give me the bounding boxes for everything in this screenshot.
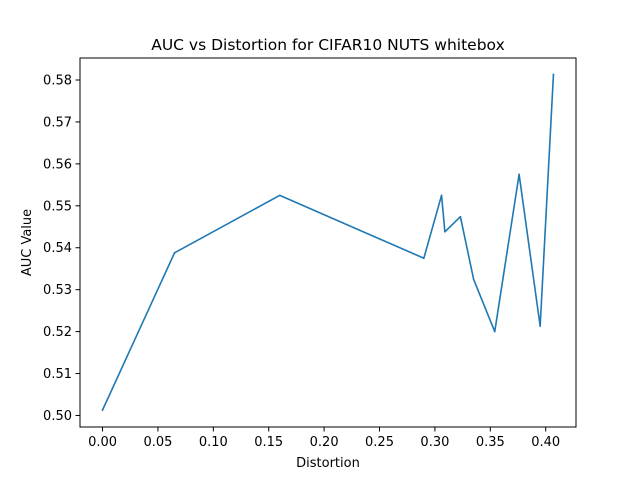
data-point: [472, 278, 475, 281]
chart-title: AUC vs Distortion for CIFAR10 NUTS white…: [151, 36, 505, 54]
data-point: [440, 194, 443, 197]
x-tick-label: 0.30: [420, 435, 449, 450]
x-tick-label: 0.35: [476, 435, 505, 450]
y-tick-label: 0.57: [43, 115, 72, 130]
y-tick-label: 0.51: [43, 367, 72, 382]
data-point: [539, 325, 541, 327]
y-tick-label: 0.52: [43, 325, 72, 340]
x-tick-label: 0.00: [88, 435, 117, 450]
data-point: [173, 251, 176, 254]
y-tick-label: 0.50: [43, 409, 72, 424]
y-tick-label: 0.54: [43, 241, 72, 256]
data-point: [518, 173, 520, 176]
x-tick-label: 0.20: [310, 435, 339, 450]
y-tick-label: 0.56: [43, 157, 72, 172]
y-tick-label: 0.53: [43, 283, 72, 298]
data-point: [459, 215, 462, 218]
axes-frame: [79, 57, 577, 428]
data-point: [279, 194, 281, 197]
plot-area: [101, 73, 555, 412]
series-line: [101, 73, 555, 412]
data-point: [423, 257, 425, 260]
x-tick-label: 0.05: [143, 435, 172, 450]
y-tick-label: 0.55: [43, 199, 72, 214]
x-tick-label: 0.40: [531, 435, 560, 450]
data-point: [101, 409, 104, 411]
x-tick-label: 0.15: [254, 435, 283, 450]
axis-ticks: 0.00 0.05 0.10 0.15 0.20 0.25 0.30 0.35 0.40 0.50…: [43, 74, 560, 450]
y-tick-label: 0.58: [43, 74, 72, 89]
data-point: [444, 231, 446, 233]
x-axis-label: Distortion: [296, 456, 360, 471]
x-tick-label: 0.25: [365, 435, 394, 450]
x-tick-label: 0.10: [199, 435, 228, 450]
data-point: [493, 330, 496, 333]
y-axis-label: AUC Value: [20, 209, 35, 276]
data-point: [552, 73, 555, 76]
